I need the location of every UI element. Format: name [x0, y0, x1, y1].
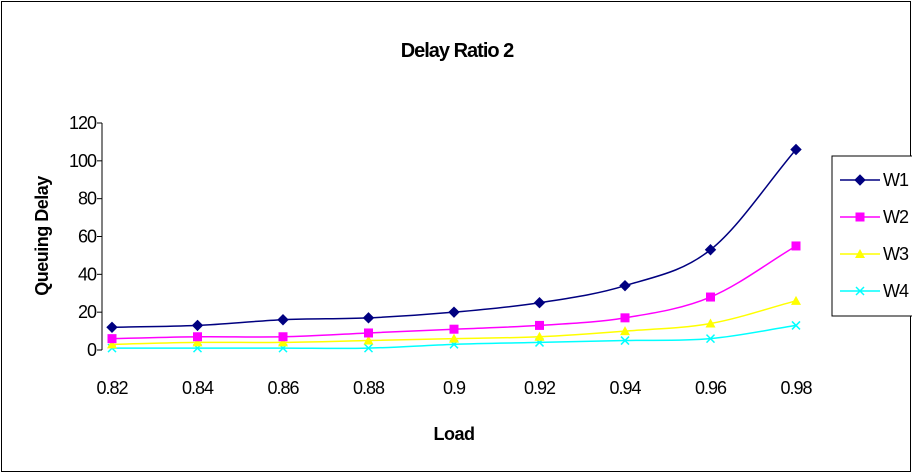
data-point-w3: [705, 318, 716, 328]
y-tick-label: 80: [78, 189, 97, 209]
x-tick-label: 0.84: [182, 378, 214, 398]
y-tick-label: 40: [78, 264, 97, 284]
x-tick-label: 0.9: [443, 378, 466, 398]
data-point-w1: [191, 319, 204, 332]
y-axis-title: Queuing Delay: [32, 176, 52, 296]
data-point-w4: [363, 343, 374, 353]
data-point-w1: [533, 297, 546, 309]
data-point-w2: [791, 241, 801, 251]
x-tick-label: 0.96: [695, 378, 727, 398]
legend-label-w1: W1: [883, 170, 909, 190]
data-point-w4: [620, 336, 630, 346]
series-line-w1: [111, 148, 797, 329]
legend-marker-w2: [855, 212, 865, 222]
x-marker-stroke: [705, 334, 716, 344]
x-tick-label: 0.94: [609, 378, 641, 398]
chart-title: Delay Ratio 2: [401, 40, 514, 62]
x-axis-title: Load: [434, 424, 475, 444]
data-point-w3: [620, 326, 630, 336]
x-tick-label: 0.88: [353, 378, 385, 398]
legend-box: [831, 155, 912, 317]
data-point-w3: [363, 335, 374, 345]
legend-marker-w3: [855, 249, 865, 258]
series-w3: [107, 295, 801, 349]
data-point-w2: [449, 324, 459, 334]
data-point-w1: [790, 143, 802, 156]
data-point-w2: [278, 332, 288, 342]
x-marker-stroke: [855, 286, 865, 296]
y-tick-label: 100: [69, 151, 97, 171]
x-marker-stroke: [620, 336, 630, 346]
data-point-w4: [705, 334, 716, 344]
data-point-w3: [449, 333, 459, 343]
data-point-w3: [278, 337, 288, 347]
data-point-w1: [106, 321, 118, 334]
legend: W1 W2 W3 W4: [831, 155, 912, 317]
data-point-w1: [704, 244, 717, 256]
legend-marker-w4: [855, 286, 865, 296]
data-point-w2: [620, 313, 630, 323]
data-point-w3: [534, 331, 545, 341]
x-tick-label: 0.92: [524, 378, 556, 398]
data-point-w3: [192, 337, 203, 347]
x-tick-label: 0.98: [780, 378, 812, 398]
data-point-w1: [362, 312, 375, 324]
x-marker-stroke: [791, 320, 801, 330]
legend-label-w3: W3: [883, 244, 909, 264]
series-w2: [107, 241, 801, 344]
data-point-w2: [535, 320, 544, 330]
data-point-w2: [706, 292, 715, 302]
legend-marker-w1: [854, 174, 866, 186]
x-marker-stroke: [363, 343, 374, 353]
x-tick-label: 0.82: [96, 378, 128, 398]
x-tick-label: 0.86: [267, 378, 299, 398]
data-point-w4: [791, 320, 801, 330]
series-w1: [106, 143, 802, 334]
plot-area: 0 20 40 60 80 100 120 0.82 0.84 0.86 0.88 0.9 0.92 0.…: [69, 113, 814, 398]
data-point-w1: [448, 306, 460, 318]
data-point-w1: [277, 314, 289, 326]
data-point-w1: [619, 279, 631, 292]
y-tick-label: 20: [78, 302, 97, 322]
data-point-w3: [107, 339, 117, 349]
data-point-w3: [791, 295, 801, 305]
y-tick-label: 60: [78, 227, 97, 247]
data-point-w2: [364, 328, 373, 338]
data-point-w2: [193, 332, 202, 342]
legend-label-w2: W2: [883, 207, 909, 227]
data-point-w2: [107, 334, 117, 344]
y-tick-label: 0: [87, 340, 97, 360]
legend-label-w4: W4: [883, 281, 909, 301]
y-tick-label: 120: [69, 113, 97, 133]
